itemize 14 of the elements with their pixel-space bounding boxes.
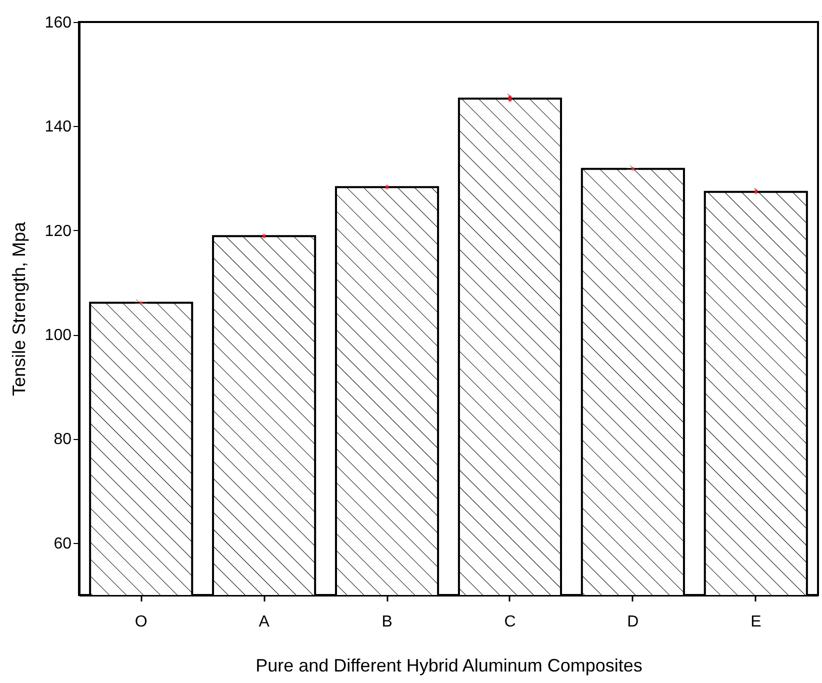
x-tick-label: A [258, 614, 270, 630]
x-tick-label: C [504, 614, 516, 630]
x-tick-label: E [750, 614, 762, 630]
y-tick-label: 100 [44, 327, 72, 344]
y-tick-label: 60 [54, 535, 72, 552]
y-tick-label: 80 [54, 431, 72, 448]
y-tick-label: 140 [44, 118, 72, 136]
y-tick-label: 160 [44, 14, 72, 32]
y-tick-label: 120 [44, 222, 72, 240]
x-axis-title: Pure and Different Hybrid Aluminum Composites [256, 656, 642, 676]
x-tick-label: O [134, 614, 148, 630]
x-tick-label: B [382, 614, 392, 630]
y-axis-title: Tensile Strength, Mpa [8, 220, 29, 396]
x-tick-label: D [627, 614, 639, 630]
